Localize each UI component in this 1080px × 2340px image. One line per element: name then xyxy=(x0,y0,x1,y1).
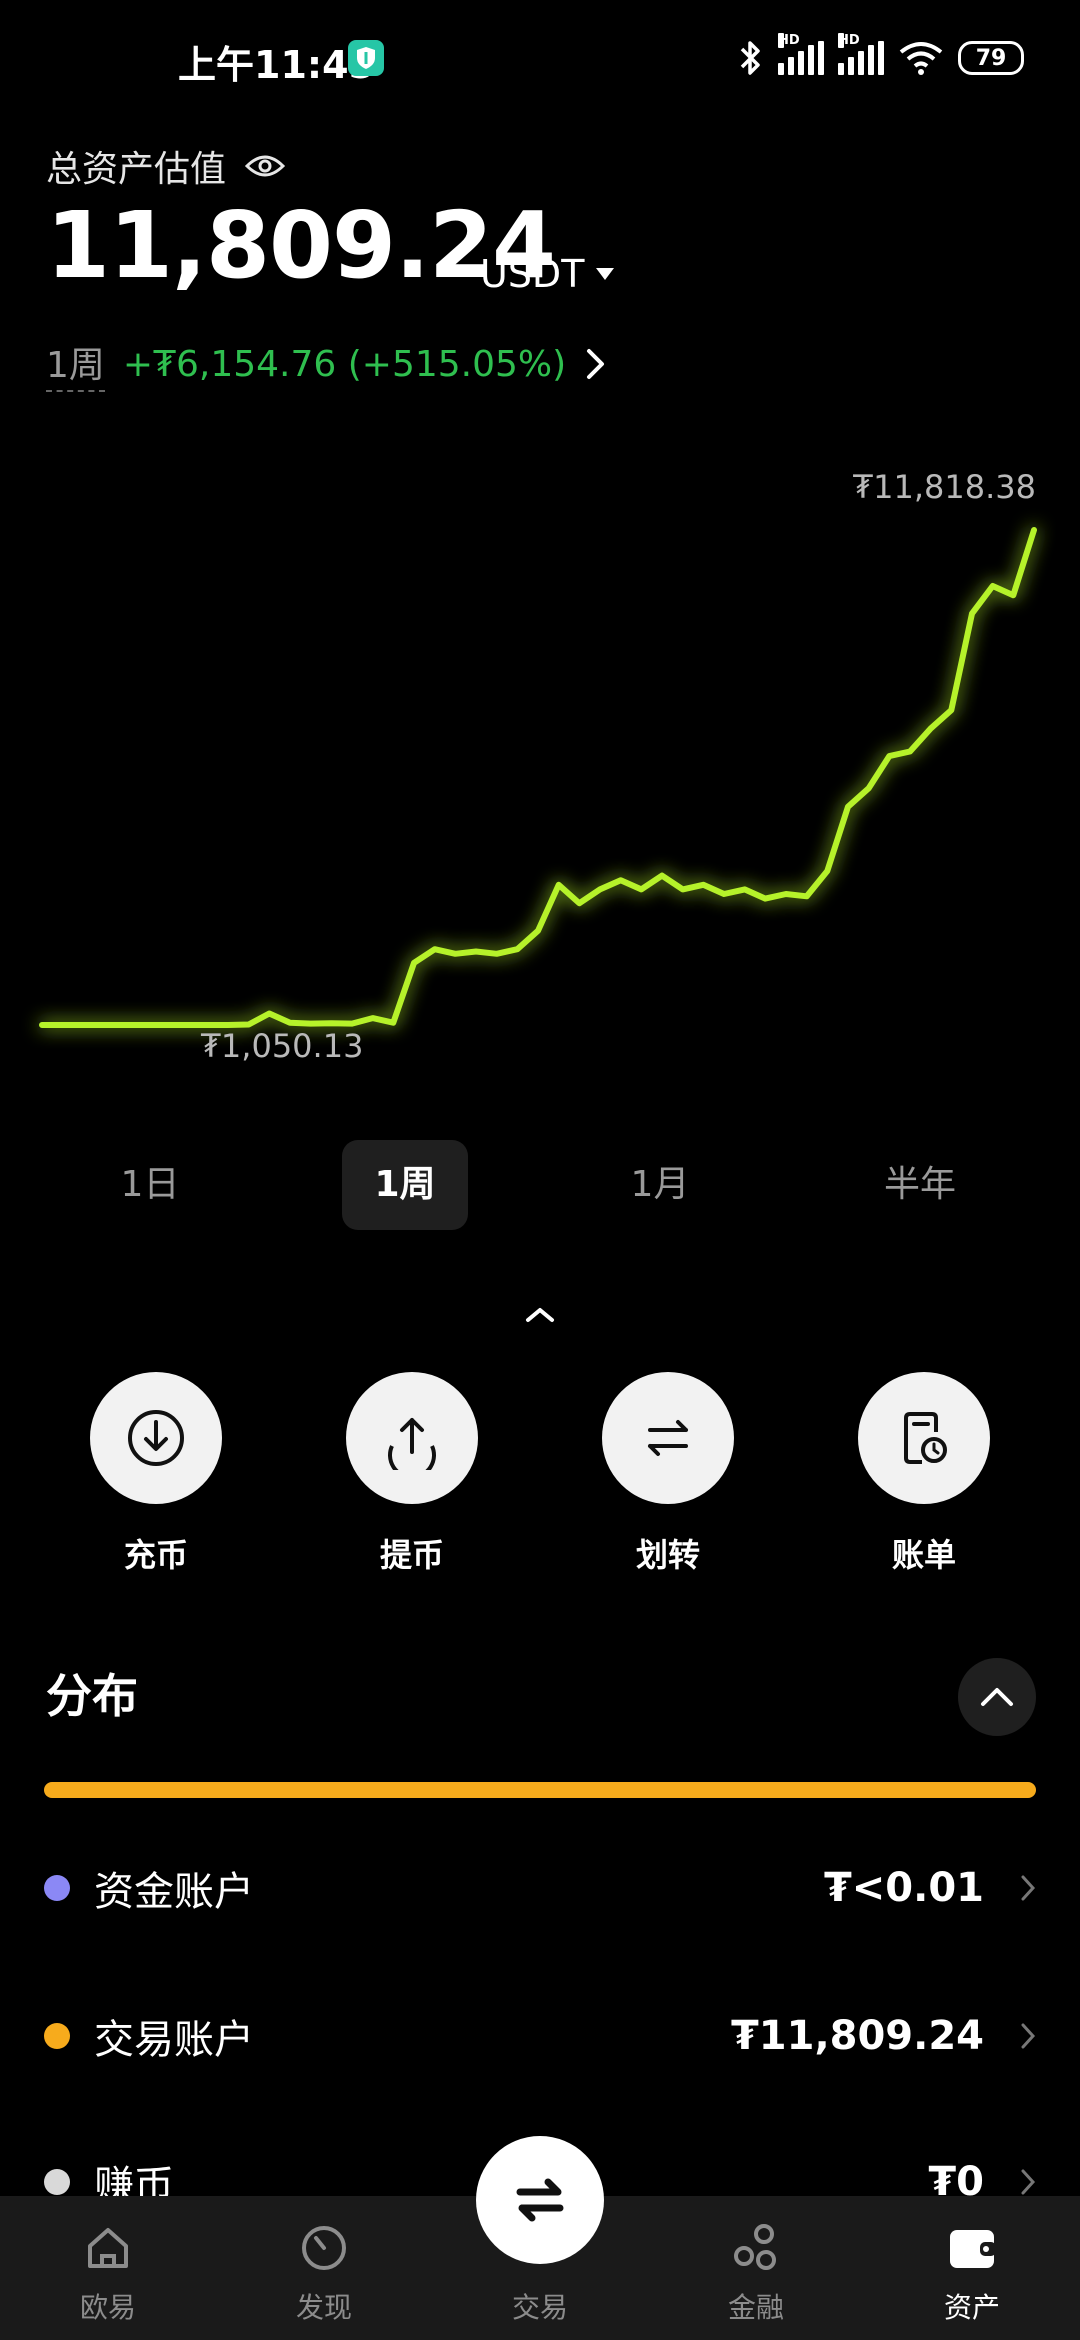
signal-icon: HD xyxy=(778,33,824,75)
nav-home[interactable]: 欧易 xyxy=(28,2196,188,2340)
chart-series-line xyxy=(39,527,1037,1028)
wallet-icon xyxy=(950,2230,996,2268)
distribution-title: 分布 xyxy=(46,1669,138,1723)
nav-label: 欧易 xyxy=(79,2291,136,2324)
shield-icon xyxy=(348,40,384,76)
status-time: 上午11:45 xyxy=(178,43,375,87)
home-icon xyxy=(88,2228,128,2268)
deposit-icon xyxy=(90,1372,222,1504)
account-row-funding[interactable]: 资金账户 ₮<0.01 xyxy=(44,1848,1036,1928)
tab-6m[interactable]: 半年 xyxy=(883,1164,956,1205)
trade-icon xyxy=(516,2178,564,2222)
withdraw-icon xyxy=(346,1372,478,1504)
battery-indicator: 79 xyxy=(958,41,1024,75)
chevron-up-icon xyxy=(981,1688,1013,1706)
nav-label: 金融 xyxy=(727,2291,784,2324)
deposit-button[interactable]: 充币 xyxy=(90,1372,222,1576)
account-dot xyxy=(44,2169,70,2195)
account-dot xyxy=(44,2023,70,2049)
bluetooth-icon xyxy=(740,41,760,75)
withdraw-label: 提币 xyxy=(379,1536,444,1574)
withdraw-button[interactable]: 提币 xyxy=(346,1372,478,1576)
caret-down-icon xyxy=(596,268,615,280)
eye-icon[interactable] xyxy=(244,151,286,181)
finance-icon xyxy=(734,2224,776,2270)
total-asset-label: 总资产估值 xyxy=(46,140,286,192)
nav-finance[interactable]: 金融 xyxy=(676,2196,836,2340)
trade-label: 交易 xyxy=(511,2291,568,2324)
account-row-trading[interactable]: 交易账户 ₮11,809.24 xyxy=(44,1996,1036,2076)
account-value: ₮<0.01 xyxy=(823,1865,984,1911)
status-icons: HD HD 79 xyxy=(738,33,1024,80)
discover-icon xyxy=(302,2226,346,2270)
change-value: +₮6,154.76 (+515.05%) xyxy=(122,343,567,385)
nav-discover[interactable]: 发现 xyxy=(244,2196,404,2340)
account-value: ₮11,809.24 xyxy=(730,2013,984,2059)
chevron-right-icon xyxy=(1021,1875,1036,1901)
trade-button[interactable] xyxy=(476,2136,604,2264)
bill-button[interactable]: 账单 xyxy=(858,1372,990,1576)
currency-selector[interactable]: USDT xyxy=(480,252,615,296)
distribution-bar xyxy=(44,1782,1036,1798)
tab-1d[interactable]: 1日 xyxy=(120,1164,180,1205)
chevron-up-icon[interactable] xyxy=(520,1300,560,1330)
bill-icon xyxy=(858,1372,990,1504)
hd-label: HD xyxy=(778,33,800,48)
wifi-icon xyxy=(899,42,943,75)
tab-1w[interactable]: 1周 xyxy=(342,1140,468,1230)
transfer-icon xyxy=(602,1372,734,1504)
asset-label-text: 总资产估值 xyxy=(46,149,227,190)
nav-assets[interactable]: 资产 xyxy=(892,2196,1052,2340)
high-price-label: ₮11,818.38 xyxy=(853,468,1036,506)
nav-label: 资产 xyxy=(943,2291,1000,2324)
deposit-label: 充币 xyxy=(123,1536,188,1574)
chevron-right-icon xyxy=(587,349,605,379)
distribution-collapse-button[interactable] xyxy=(958,1658,1036,1736)
tab-1m[interactable]: 1月 xyxy=(630,1164,690,1205)
account-dot xyxy=(44,1875,70,1901)
account-name: 交易账户 xyxy=(94,2017,254,2063)
total-value: 11,809.24 xyxy=(46,192,556,299)
signal-icon-2: HD xyxy=(838,33,884,75)
bill-label: 账单 xyxy=(891,1536,956,1574)
currency-label: USDT xyxy=(480,252,585,296)
account-name: 资金账户 xyxy=(94,1869,254,1915)
hd-label-2: HD xyxy=(838,33,860,48)
low-price-label: ₮1,050.13 xyxy=(201,1027,364,1065)
nav-label: 发现 xyxy=(295,2291,352,2324)
asset-chart[interactable]: ₮11,818.38 ₮1,050.13 xyxy=(0,460,1080,1100)
chevron-right-icon xyxy=(1021,2023,1036,2049)
period-tabs: 1日 1周 1月 半年 xyxy=(0,1140,1080,1230)
status-bar: 上午11:45 HD HD 79 xyxy=(0,0,1080,120)
transfer-label: 划转 xyxy=(635,1536,700,1574)
period-label: 1周 xyxy=(46,336,105,392)
transfer-button[interactable]: 划转 xyxy=(602,1372,734,1576)
change-row[interactable]: 1周 +₮6,154.76 (+515.05%) xyxy=(46,336,608,392)
chevron-right-icon xyxy=(1021,2169,1036,2195)
